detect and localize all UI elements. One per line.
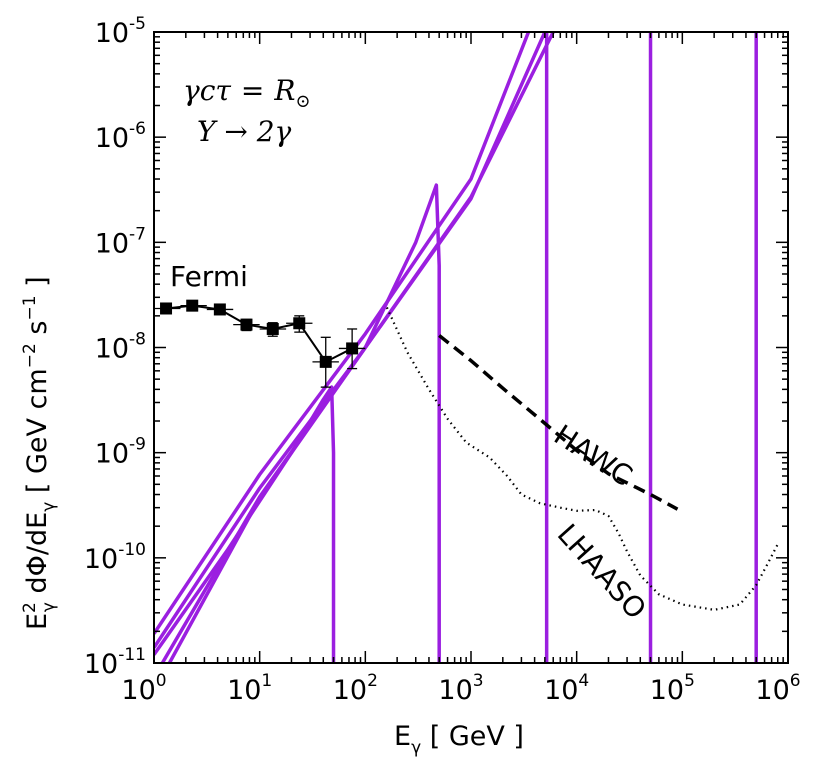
- axis-ticks: [153, 31, 789, 664]
- fermi-data: [154, 299, 366, 388]
- model-m-1-pev-line: [154, 32, 555, 649]
- x-tick-label: 104: [544, 671, 589, 706]
- hawc-line: [438, 334, 679, 511]
- label-hawc: HAWC: [548, 418, 638, 492]
- y-tick-label: 10-8: [95, 330, 146, 365]
- y-axis-label: E2γ dΦ/dEγ [ GeV cm−2 s−1 ]: [20, 276, 59, 630]
- fermi-point: [266, 322, 279, 335]
- x-axis-label: Eγ [ GeV ]: [394, 721, 524, 758]
- fermi-point: [346, 342, 359, 355]
- x-tick-label: 101: [227, 671, 272, 706]
- model-m-100-tev-line: [154, 32, 531, 635]
- fermi-point: [240, 318, 253, 331]
- model-m-1-tev-line: [167, 183, 441, 663]
- x-tick-label: 102: [333, 671, 378, 706]
- y-tick-label: 10-10: [84, 540, 146, 575]
- fermi-point: [319, 355, 332, 368]
- annotation-decay-channel: Y → 2γ: [197, 115, 292, 148]
- label-fermi: Fermi: [170, 260, 248, 293]
- fermi-line: [165, 304, 353, 364]
- y-tick-label: 10-5: [95, 14, 146, 49]
- fermi-point: [213, 303, 226, 316]
- x-tick-label: 105: [650, 671, 695, 706]
- label-lhaaso: LHAASO: [551, 518, 653, 626]
- y-tick-label: 10-9: [95, 435, 146, 470]
- x-tick-label: 100: [121, 671, 166, 706]
- y-tick-label: 10-7: [95, 224, 146, 259]
- fermi-point: [160, 302, 173, 315]
- fermi-point: [186, 299, 199, 312]
- axis-tick-labels: 100 101 102 103 104 105 106 10-11 10-10 10-9 10-8 1…: [84, 14, 801, 706]
- y-tick-label: 10-11: [84, 645, 146, 680]
- annotation-gamma-c-tau: γcτ = R⊙: [183, 74, 311, 112]
- model-curves: [154, 32, 758, 663]
- y-tick-label: 10-6: [95, 119, 146, 154]
- sensitivity-curves: [385, 307, 779, 611]
- lhaaso-line: [385, 307, 779, 611]
- x-tick-label: 106: [755, 671, 800, 706]
- fermi-point: [293, 317, 306, 330]
- x-tick-label: 103: [438, 671, 483, 706]
